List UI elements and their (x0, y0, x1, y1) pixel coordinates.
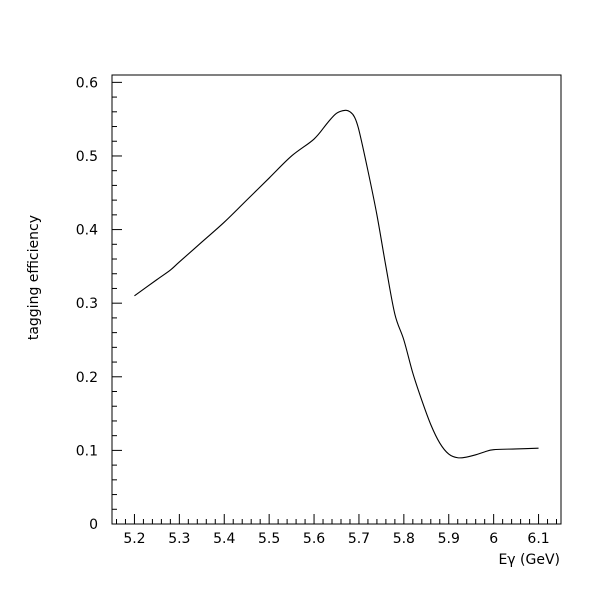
y-axis-label: tagging efficiency (26, 215, 42, 340)
x-axis-ticks: 5.2 5.3 5.4 5.5 5.6 5.7 5.8 5.9 6 6.1 (115, 514, 558, 547)
y-tick-label: 0.1 (76, 443, 98, 459)
y-tick-label: 0.6 (76, 75, 98, 91)
series-layer (134, 109, 539, 459)
efficiency-curve (134, 109, 539, 459)
x-tick-label: 5.2 (123, 531, 145, 547)
y-tick-label: 0 (89, 517, 98, 533)
x-tick-label: 5.7 (348, 531, 370, 547)
x-tick-label: 6 (489, 531, 498, 547)
y-axis-ticks: 0 0.1 0.2 0.3 0.4 0.5 0.6 (76, 75, 122, 533)
x-tick-label: 5.3 (168, 531, 190, 547)
x-tick-label: 5.4 (213, 531, 235, 547)
x-tick-label: 5.8 (393, 531, 415, 547)
y-tick-label: 0.3 (76, 296, 98, 312)
y-tick-label: 0.2 (76, 370, 98, 386)
x-tick-label: 5.9 (438, 531, 460, 547)
plot-frame (111, 74, 562, 525)
x-tick-label: 5.5 (258, 531, 280, 547)
x-tick-label: 6.1 (527, 531, 549, 547)
y-tick-label: 0.5 (76, 149, 98, 165)
x-tick-label: 5.6 (303, 531, 325, 547)
x-axis-label: Eγ (GeV) (498, 552, 560, 568)
y-tick-label: 0.4 (76, 223, 98, 239)
